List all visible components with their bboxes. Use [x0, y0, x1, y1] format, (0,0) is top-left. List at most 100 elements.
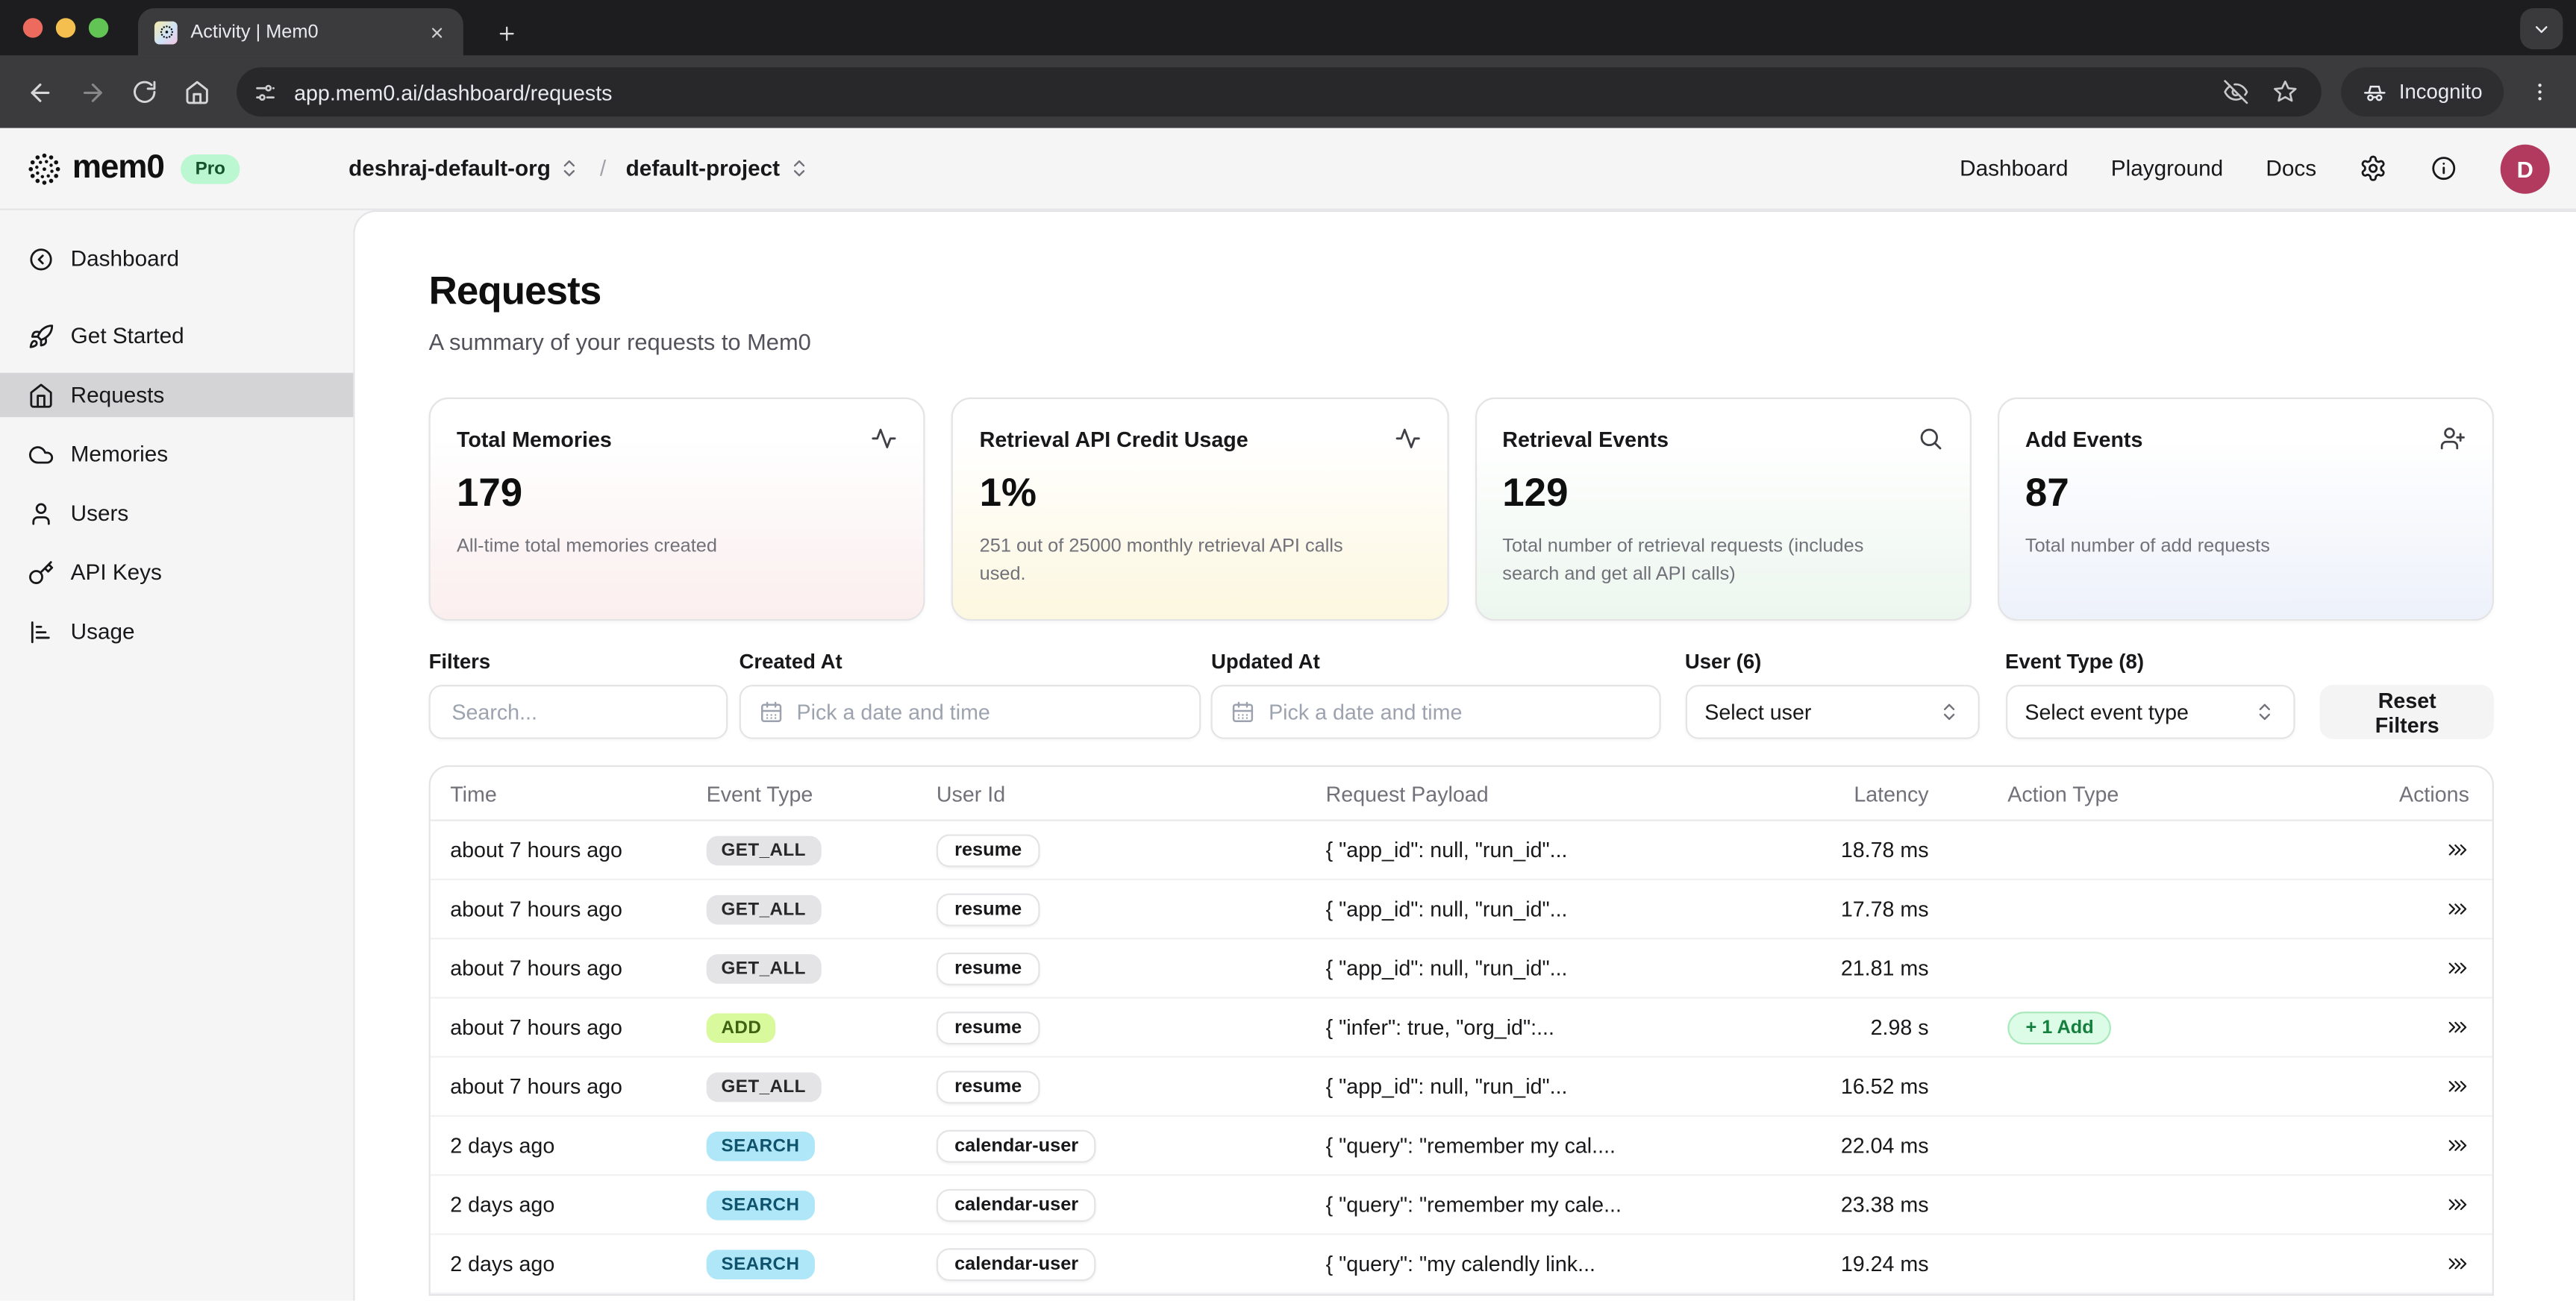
sidebar-item-icon	[28, 559, 54, 586]
cell-request-payload: { "query": "remember my cale...	[1325, 1192, 1622, 1217]
mem0-logo[interactable]: mem0 Pro	[26, 149, 240, 187]
created-at-placeholder: Pick a date and time	[796, 699, 990, 724]
expand-row-chevrons-icon[interactable]	[2445, 1252, 2469, 1276]
table-row[interactable]: 2 days ago SEARCH calendar-user { "query…	[430, 1235, 2492, 1294]
org-name: deshraj-default-org	[348, 156, 551, 181]
browser-menu-button[interactable]	[2520, 69, 2560, 115]
user-select[interactable]: Select user	[1684, 685, 1979, 739]
expand-row-chevrons-icon[interactable]	[2445, 956, 2469, 980]
header-nav: Dashboard Playground Docs	[1960, 156, 2316, 181]
table-row[interactable]: about 7 hours ago GET_ALL resume { "app_…	[430, 939, 2492, 999]
new-tab-button[interactable]	[487, 13, 526, 53]
avatar[interactable]: D	[2500, 143, 2550, 193]
window-controls[interactable]	[22, 18, 109, 38]
cell-time: about 7 hours ago	[450, 897, 622, 922]
updated-at-picker[interactable]: Pick a date and time	[1211, 685, 1660, 739]
nav-link[interactable]: Dashboard	[1960, 156, 2069, 181]
info-icon[interactable]	[2430, 154, 2457, 182]
expand-row-chevrons-icon[interactable]	[2445, 1192, 2469, 1217]
cell-actions	[2254, 897, 2472, 921]
forward-button[interactable]	[69, 69, 115, 115]
org-selector[interactable]: deshraj-default-org	[348, 156, 580, 181]
project-selector[interactable]: default-project	[626, 156, 810, 181]
calendar-icon	[759, 700, 784, 724]
stat-card-icon	[871, 425, 897, 451]
settings-gear-icon[interactable]	[2359, 154, 2386, 182]
stat-card-description: 251 out of 25000 monthly retrieval API c…	[979, 536, 1343, 586]
expand-row-chevrons-icon[interactable]	[2445, 897, 2469, 921]
sidebar-item-icon	[28, 618, 54, 645]
table-row[interactable]: 2 days ago SEARCH calendar-user { "query…	[430, 1176, 2492, 1235]
table-row[interactable]: about 7 hours ago GET_ALL resume { "app_…	[430, 1058, 2492, 1117]
nav-link[interactable]: Playground	[2110, 156, 2224, 181]
cell-latency: 22.04 ms	[1840, 1133, 1929, 1159]
privacy-eye-off-icon[interactable]	[2223, 79, 2249, 105]
table-row[interactable]: about 7 hours ago GET_ALL resume { "app_…	[430, 880, 2492, 940]
incognito-badge: Incognito	[2341, 67, 2504, 117]
cell-time: about 7 hours ago	[450, 1015, 622, 1040]
event-type-badge: SEARCH	[706, 1190, 815, 1220]
browser-tab[interactable]: Activity | Mem0	[137, 8, 463, 56]
sidebar-item-icon	[28, 323, 54, 349]
created-at-picker[interactable]: Pick a date and time	[739, 685, 1201, 739]
expand-row-chevrons-icon[interactable]	[2445, 1015, 2469, 1040]
url-text[interactable]: app.mem0.ai/dashboard/requests	[294, 79, 613, 104]
updated-at-label: Updated At	[1211, 650, 1320, 674]
sidebar-item[interactable]: API Keys	[0, 551, 353, 595]
sidebar-item[interactable]: Usage	[0, 609, 353, 653]
tab-search-chevron-button[interactable]	[2520, 8, 2563, 50]
user-id-badge: calendar-user	[936, 1247, 1097, 1281]
search-input[interactable]	[448, 697, 708, 727]
event-type-badge: SEARCH	[706, 1249, 815, 1279]
mem0-wordmark: mem0	[72, 149, 165, 186]
event-type-badge: SEARCH	[706, 1130, 815, 1161]
event-type-select[interactable]: Select event type	[2004, 685, 2296, 739]
sidebar-item[interactable]: Get Started	[0, 313, 353, 357]
stat-card-icon	[1917, 425, 1943, 451]
cell-actions	[2254, 1252, 2472, 1276]
close-window-button[interactable]	[22, 18, 43, 38]
stat-card-icon	[2439, 425, 2466, 451]
event-type-select-value: Select event type	[2025, 699, 2189, 724]
expand-row-chevrons-icon[interactable]	[2445, 838, 2469, 862]
cell-time: about 7 hours ago	[450, 1073, 622, 1099]
stat-card: Add Events 87 Total number of add reques…	[1997, 397, 2494, 621]
table-row[interactable]: about 7 hours ago ADD resume { "infer": …	[430, 999, 2492, 1058]
sidebar-item-dashboard[interactable]: Dashboard	[0, 236, 353, 280]
sidebar-item[interactable]: Memories	[0, 432, 353, 476]
reset-filters-button[interactable]: Reset Filters	[2320, 685, 2494, 739]
chevrons-up-down-icon	[1938, 701, 1960, 723]
cell-event-type: SEARCH	[706, 1130, 937, 1161]
cell-event-type: ADD	[706, 1012, 937, 1042]
breadcrumb-separator: /	[599, 156, 607, 181]
bookmark-star-icon[interactable]	[2272, 79, 2298, 105]
stat-card-description: Total number of retrieval requests (incl…	[1502, 536, 1864, 586]
stat-card: Retrieval Events 129 Total number of ret…	[1474, 397, 1972, 621]
stat-card-title: Retrieval API Credit Usage	[979, 426, 1248, 451]
minimize-window-button[interactable]	[55, 18, 76, 38]
sidebar-item[interactable]: Users	[0, 491, 353, 535]
reload-button[interactable]	[122, 69, 168, 115]
col-header-user-id: User Id	[936, 780, 1006, 806]
breadcrumb: deshraj-default-org / default-project	[348, 156, 810, 181]
address-bar[interactable]: app.mem0.ai/dashboard/requests	[237, 67, 2322, 117]
back-button[interactable]	[16, 69, 63, 115]
table-row[interactable]: about 7 hours ago GET_ALL resume { "app_…	[430, 821, 2492, 881]
maximize-window-button[interactable]	[88, 18, 109, 38]
user-id-badge: calendar-user	[936, 1129, 1097, 1162]
table-row[interactable]: 2 days ago SEARCH calendar-user { "query…	[430, 1117, 2492, 1176]
requests-table: Time Event Type User Id Request Payload …	[428, 765, 2494, 1297]
cell-time: about 7 hours ago	[450, 837, 622, 862]
site-info-icon[interactable]	[253, 80, 278, 104]
expand-row-chevrons-icon[interactable]	[2445, 1074, 2469, 1099]
tab-close-icon[interactable]	[424, 19, 450, 45]
cell-latency: 17.78 ms	[1840, 897, 1929, 922]
expand-row-chevrons-icon[interactable]	[2445, 1133, 2469, 1158]
sidebar-item[interactable]: Requests	[0, 372, 354, 418]
mem0-logo-icon	[26, 150, 62, 186]
app-header: mem0 Pro deshraj-default-org / default-p…	[0, 128, 2576, 210]
cell-latency: 23.38 ms	[1840, 1192, 1929, 1217]
nav-link[interactable]: Docs	[2266, 156, 2317, 181]
home-button[interactable]	[174, 69, 220, 115]
updated-at-placeholder: Pick a date and time	[1269, 699, 1463, 724]
